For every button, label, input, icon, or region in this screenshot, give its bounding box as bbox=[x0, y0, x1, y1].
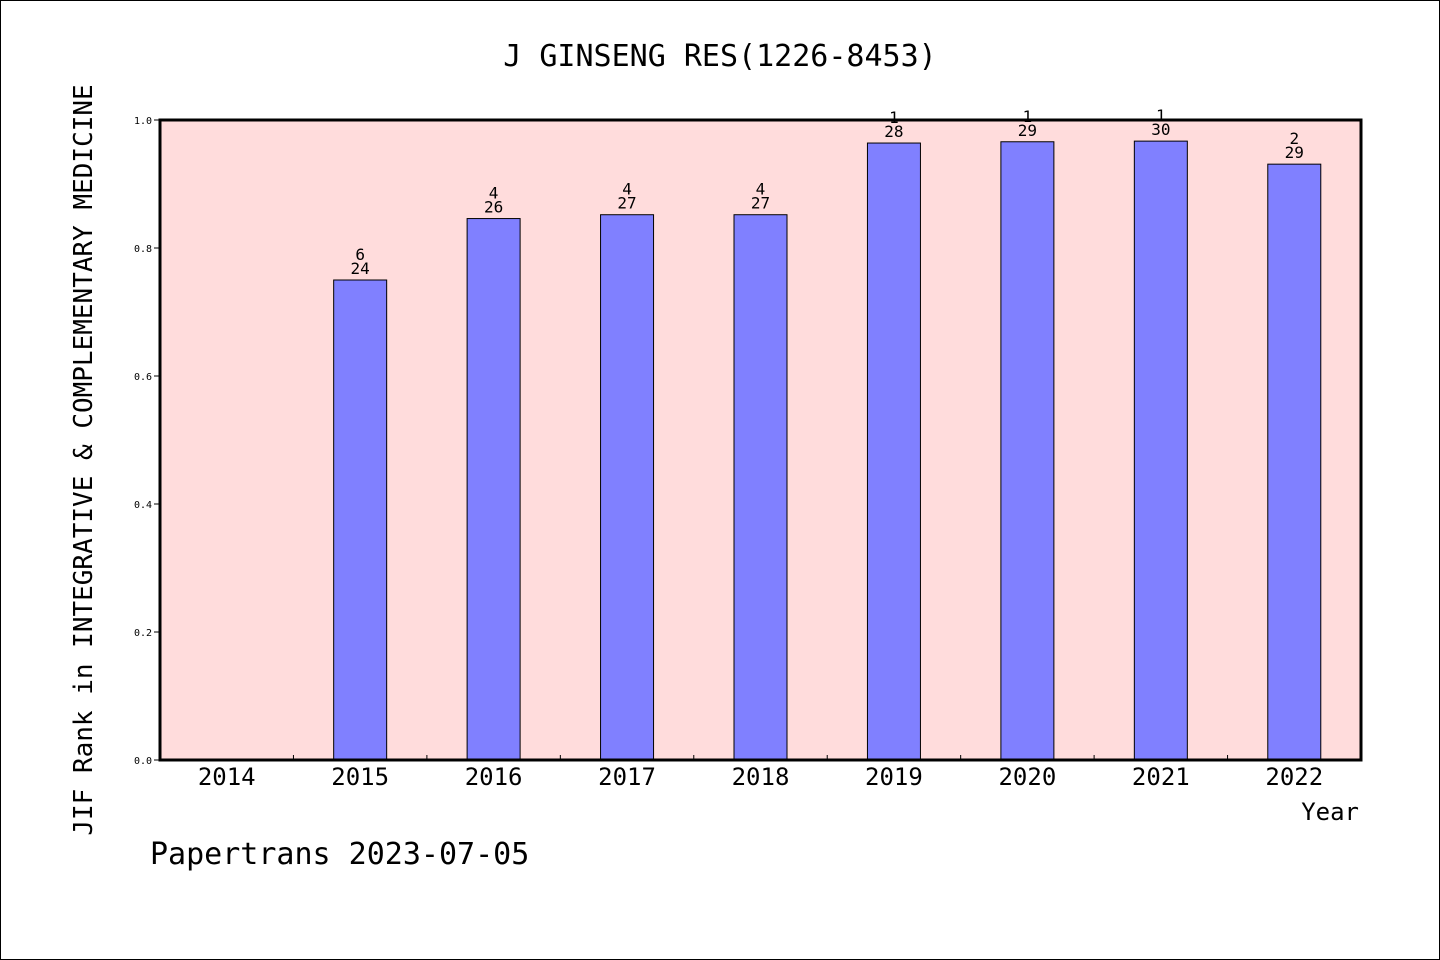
bar-2021 bbox=[1133, 140, 1188, 761]
bar-total-label-2021: 30 bbox=[1151, 120, 1170, 139]
x-tick-label-2016: 2016 bbox=[465, 763, 523, 791]
x-tick-label-2014: 2014 bbox=[198, 763, 256, 791]
bar-total-label-2020: 29 bbox=[1018, 121, 1037, 140]
y-tick-label-0.8: 0.8 bbox=[134, 244, 152, 255]
y-tick-label-1.0: 1.0 bbox=[134, 116, 152, 127]
plot-border bbox=[158, 118, 1363, 762]
x-tick-label-2022: 2022 bbox=[1265, 763, 1323, 791]
x-tick-label-2018: 2018 bbox=[732, 763, 790, 791]
bar-2016 bbox=[466, 218, 521, 761]
bar-2022 bbox=[1267, 163, 1322, 761]
bar-2019 bbox=[866, 142, 921, 761]
y-tick-label-0.0: 0.0 bbox=[134, 756, 152, 767]
y-tick-label-0.6: 0.6 bbox=[134, 372, 152, 383]
x-axis-label: Year bbox=[1301, 798, 1359, 826]
bar-total-label-2017: 27 bbox=[617, 194, 636, 213]
bar-2015 bbox=[333, 279, 388, 761]
x-tick-label-2019: 2019 bbox=[865, 763, 923, 791]
bar-rank-label-2017: 4 bbox=[622, 180, 632, 199]
y-tick-label-0.4: 0.4 bbox=[134, 500, 152, 511]
bar-rank-label-2016: 4 bbox=[489, 184, 499, 203]
bar-rank-label-2022: 2 bbox=[1289, 129, 1299, 148]
x-tick-label-2020: 2020 bbox=[998, 763, 1056, 791]
bar-2017 bbox=[600, 214, 655, 761]
bar-2018 bbox=[733, 214, 788, 761]
y-tick-label-0.2: 0.2 bbox=[134, 628, 152, 639]
y-axis-label: JIF Rank in INTEGRATIVE & COMPLEMENTARY … bbox=[69, 84, 99, 835]
bar-rank-label-2018: 4 bbox=[756, 180, 766, 199]
x-tick-label-2017: 2017 bbox=[598, 763, 656, 791]
bar-total-label-2015: 24 bbox=[351, 259, 370, 278]
x-tick-label-2015: 2015 bbox=[331, 763, 389, 791]
bar-rank-label-2019: 1 bbox=[889, 108, 899, 127]
bar-2020 bbox=[1000, 141, 1055, 761]
chart-title: J GINSENG RES(1226-8453) bbox=[503, 39, 936, 74]
bar-rank-label-2020: 1 bbox=[1023, 107, 1033, 126]
footer-credit: Papertrans 2023-07-05 bbox=[150, 837, 529, 872]
bar-total-label-2022: 29 bbox=[1285, 143, 1304, 162]
bar-rank-label-2021: 1 bbox=[1156, 106, 1166, 125]
bar-total-label-2018: 27 bbox=[751, 194, 770, 213]
bar-total-label-2016: 26 bbox=[484, 198, 503, 217]
bar-rank-label-2015: 6 bbox=[355, 245, 365, 264]
bar-total-label-2019: 28 bbox=[884, 122, 903, 141]
x-tick-label-2021: 2021 bbox=[1132, 763, 1190, 791]
